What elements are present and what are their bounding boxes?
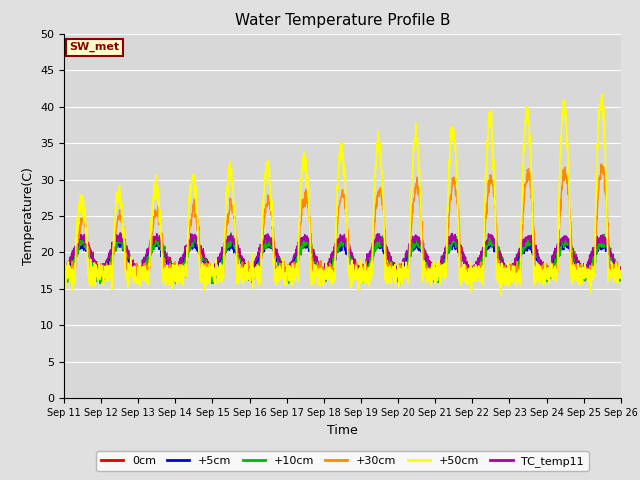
Text: SW_met: SW_met: [70, 42, 120, 52]
TC_temp11: [584, 265, 591, 271]
+50cm: [497, 292, 505, 298]
TC_temp11: [216, 253, 223, 259]
Title: Water Temperature Profile B: Water Temperature Profile B: [235, 13, 450, 28]
Line: +5cm: +5cm: [64, 237, 621, 277]
TC_temp11: [614, 273, 622, 279]
+10cm: [359, 276, 367, 282]
+10cm: [227, 230, 235, 236]
+30cm: [568, 249, 575, 255]
+5cm: [60, 267, 68, 273]
+30cm: [617, 269, 625, 275]
+50cm: [568, 263, 575, 268]
TC_temp11: [568, 249, 575, 255]
+5cm: [584, 265, 591, 271]
0cm: [192, 233, 200, 239]
+5cm: [617, 267, 625, 273]
+5cm: [526, 234, 534, 240]
+30cm: [504, 262, 512, 267]
+50cm: [584, 266, 591, 272]
0cm: [216, 258, 223, 264]
+5cm: [359, 271, 367, 276]
0cm: [568, 248, 576, 253]
TC_temp11: [359, 262, 367, 267]
+10cm: [505, 273, 513, 278]
0cm: [60, 271, 68, 277]
0cm: [584, 261, 591, 266]
+30cm: [67, 278, 74, 284]
+30cm: [359, 271, 367, 276]
+5cm: [216, 259, 223, 264]
Line: +10cm: +10cm: [64, 233, 621, 285]
+50cm: [617, 268, 625, 274]
+10cm: [584, 272, 591, 277]
+10cm: [60, 275, 68, 280]
+30cm: [584, 265, 591, 271]
+50cm: [504, 283, 512, 288]
0cm: [359, 270, 367, 276]
Line: 0cm: 0cm: [64, 236, 621, 276]
+10cm: [371, 246, 379, 252]
TC_temp11: [116, 230, 124, 236]
+30cm: [60, 273, 68, 278]
+50cm: [216, 270, 223, 276]
+30cm: [216, 271, 223, 276]
+5cm: [133, 274, 141, 280]
Legend: 0cm, +5cm, +10cm, +30cm, +50cm, TC_temp11: 0cm, +5cm, +10cm, +30cm, +50cm, TC_temp1…: [96, 451, 589, 471]
0cm: [371, 245, 379, 251]
+50cm: [371, 189, 378, 194]
+50cm: [358, 269, 366, 275]
+5cm: [568, 251, 576, 257]
+5cm: [371, 245, 379, 251]
TC_temp11: [504, 271, 512, 276]
+30cm: [371, 216, 379, 222]
Y-axis label: Temperature(C): Temperature(C): [22, 167, 35, 265]
Line: +50cm: +50cm: [64, 94, 621, 295]
TC_temp11: [60, 267, 68, 273]
Line: +30cm: +30cm: [64, 164, 621, 281]
TC_temp11: [617, 264, 625, 270]
0cm: [132, 274, 140, 279]
0cm: [617, 274, 625, 279]
TC_temp11: [371, 239, 379, 245]
+10cm: [216, 263, 223, 268]
+5cm: [504, 269, 512, 275]
+50cm: [598, 91, 606, 97]
+30cm: [597, 161, 605, 167]
X-axis label: Time: Time: [327, 424, 358, 437]
+10cm: [617, 275, 625, 280]
Line: TC_temp11: TC_temp11: [64, 233, 621, 276]
+10cm: [568, 244, 576, 250]
+10cm: [396, 282, 403, 288]
+50cm: [60, 278, 68, 284]
0cm: [505, 268, 513, 274]
